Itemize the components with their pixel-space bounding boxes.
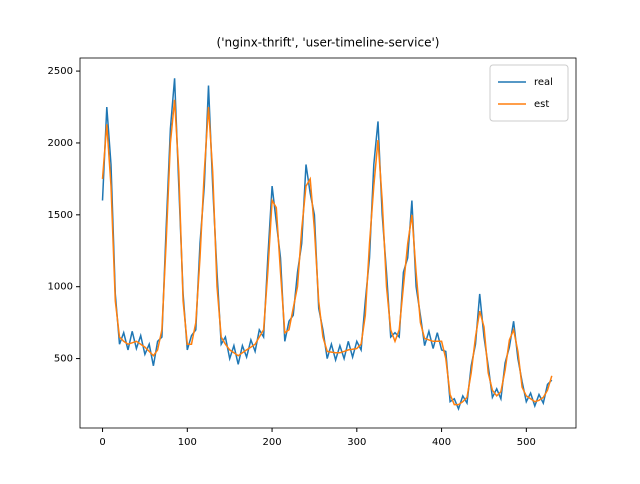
x-tick-label: 0 [99,437,105,448]
y-tick-label: 500 [54,354,73,365]
y-tick-label: 1000 [48,282,73,293]
legend-label: est [534,99,549,110]
legend-box [489,64,569,122]
y-tick-label: 2500 [48,66,73,77]
chart-title: ('nginx-thrift', 'user-timeline-service'… [217,36,440,50]
series-line [101,99,553,406]
x-tick-label: 500 [517,437,536,448]
y-tick-label: 2000 [48,138,73,149]
x-tick-label: 400 [432,437,451,448]
plot-frame [79,57,577,429]
x-tick-label: 200 [263,437,282,448]
y-tick-label: 1500 [48,210,73,221]
x-tick-label: 300 [347,437,366,448]
legend-label: real [534,77,553,88]
x-tick-label: 100 [178,437,197,448]
